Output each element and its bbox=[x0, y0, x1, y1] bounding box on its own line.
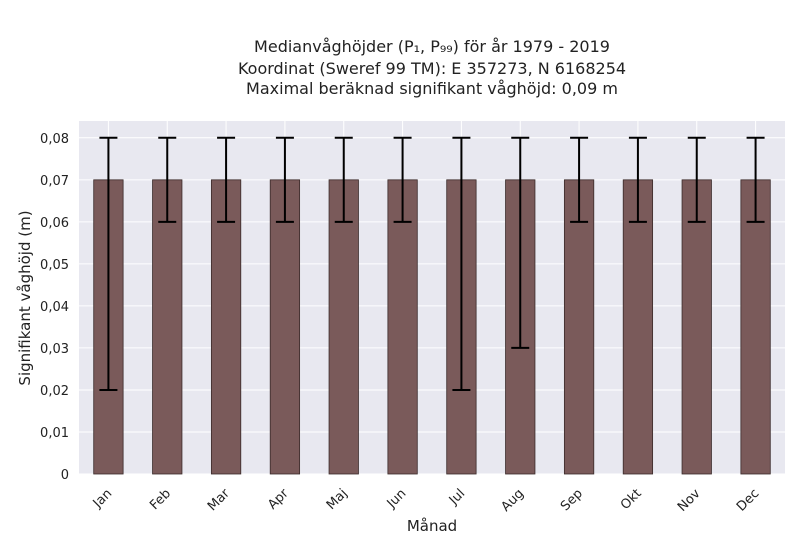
plot-background bbox=[79, 121, 785, 474]
bar bbox=[387, 179, 418, 475]
title-line-3: Maximal beräknad signifikant våghöjd: 0,… bbox=[246, 79, 618, 98]
title-line-1: Medianvåghöjder (P₁, P₉₉) för år 1979 - … bbox=[254, 37, 610, 56]
x-tick-label: Feb bbox=[147, 486, 174, 513]
x-tick-label: Jan bbox=[90, 486, 115, 511]
x-tick-labels: Jan Feb Mar Apr Maj Jun Jul Aug Sep Okt Nov Dec bbox=[90, 486, 763, 515]
chart-title: Medianvåghöjder (P₁, P₉₉) för år 1979 - … bbox=[238, 37, 626, 98]
x-tick-label: Jul bbox=[446, 486, 468, 508]
error-bars bbox=[99, 136, 765, 391]
bar bbox=[740, 179, 771, 475]
x-tick-label: Maj bbox=[324, 486, 351, 513]
bar bbox=[622, 179, 654, 475]
y-tick-label: 0,08 bbox=[40, 132, 69, 147]
bar bbox=[152, 179, 183, 475]
y-tick-label: 0,05 bbox=[40, 258, 69, 273]
bar bbox=[210, 179, 242, 475]
x-tick-label: Apr bbox=[265, 486, 292, 513]
y-tick-label: 0,01 bbox=[40, 426, 69, 441]
x-tick-label: Nov bbox=[675, 486, 704, 515]
x-axis-label: Månad bbox=[407, 517, 457, 535]
y-tick-labels: 0 0,01 0,02 0,03 0,04 0,05 0,06 0,07 0,08 bbox=[40, 132, 69, 483]
y-tick-label: 0,06 bbox=[40, 216, 69, 231]
x-tick-label: Dec bbox=[734, 486, 762, 514]
x-tick-label: Mar bbox=[205, 486, 233, 514]
title-line-2: Koordinat (Sweref 99 TM): E 357273, N 61… bbox=[238, 59, 626, 78]
bar bbox=[563, 179, 595, 475]
bar bbox=[328, 179, 359, 475]
y-axis-label: Signifikant våghöjd (m) bbox=[16, 210, 34, 385]
bars bbox=[93, 179, 771, 475]
x-tick-label: Okt bbox=[618, 486, 645, 513]
x-tick-label: Aug bbox=[499, 486, 528, 515]
y-tick-label: 0,03 bbox=[40, 342, 69, 357]
bar bbox=[681, 179, 712, 475]
x-tick-label: Sep bbox=[558, 486, 586, 514]
y-tick-label: 0 bbox=[61, 468, 69, 483]
x-tick-label: Jun bbox=[384, 486, 410, 512]
bar bbox=[269, 179, 301, 475]
y-tick-label: 0,02 bbox=[40, 384, 69, 399]
y-tick-label: 0,04 bbox=[40, 300, 69, 315]
y-tick-label: 0,07 bbox=[40, 174, 69, 189]
